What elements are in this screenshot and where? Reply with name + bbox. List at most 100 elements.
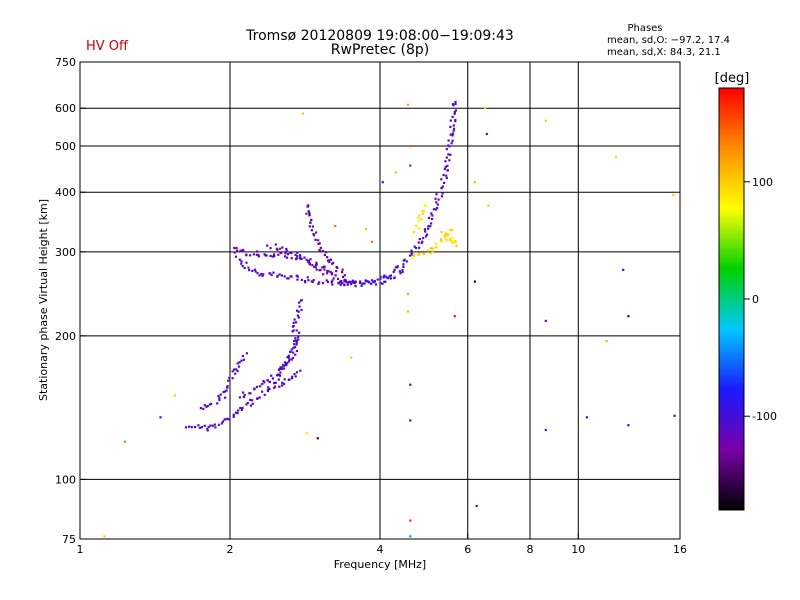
phases-o-stats: mean, sd,O: −97.2, 17.4 <box>607 35 730 46</box>
data-point <box>334 274 337 277</box>
data-point <box>295 274 298 277</box>
data-point <box>308 225 311 228</box>
data-point <box>354 280 357 283</box>
data-point <box>276 248 279 251</box>
data-point <box>544 319 547 322</box>
chart-subtitle: RwPretec (8p) <box>331 42 429 58</box>
data-point <box>298 301 301 304</box>
data-point <box>253 268 256 271</box>
data-point <box>307 210 310 213</box>
data-point <box>281 381 284 384</box>
data-point <box>278 368 281 371</box>
data-point <box>305 212 308 215</box>
data-point <box>442 173 445 177</box>
data-point <box>323 265 326 268</box>
data-point <box>184 426 188 429</box>
data-point <box>300 308 303 312</box>
data-point <box>298 331 301 334</box>
data-point <box>321 249 325 252</box>
data-point <box>286 253 289 256</box>
data-point <box>310 280 313 283</box>
data-point <box>283 255 287 258</box>
data-point <box>211 424 214 427</box>
data-point <box>444 237 447 240</box>
data-point <box>444 165 447 168</box>
data-point <box>440 178 443 181</box>
phase-colorbar: [deg] -100 0 100 <box>715 71 777 511</box>
data-point <box>271 255 274 258</box>
data-point <box>445 232 448 235</box>
data-point <box>326 269 329 273</box>
data-point <box>284 362 287 365</box>
data-point <box>290 358 293 361</box>
data-point <box>257 253 260 257</box>
data-point <box>103 535 106 538</box>
data-point <box>280 367 283 370</box>
data-point <box>288 378 291 381</box>
data-point <box>436 203 439 206</box>
data-point <box>447 139 450 142</box>
data-point <box>388 275 391 278</box>
colorbar-gradient <box>718 87 745 511</box>
data-point <box>314 238 317 241</box>
data-point <box>449 133 452 136</box>
data-point <box>412 254 416 257</box>
data-point <box>238 361 241 364</box>
data-point <box>429 247 432 250</box>
data-point <box>339 283 342 286</box>
data-point <box>410 257 413 260</box>
data-point <box>396 265 399 268</box>
data-point <box>585 416 588 419</box>
data-point <box>331 279 334 282</box>
data-point <box>343 280 346 283</box>
data-point <box>299 254 302 257</box>
data-point <box>353 282 356 285</box>
data-point <box>298 305 301 308</box>
data-point <box>226 385 229 388</box>
data-point <box>424 230 427 233</box>
data-point <box>235 368 238 371</box>
colorbar-tick-label: 100 <box>752 176 773 189</box>
x-tick-label: 6 <box>464 543 471 556</box>
data-point <box>425 233 429 236</box>
data-point <box>422 252 426 255</box>
data-point <box>318 269 321 272</box>
data-point <box>225 389 228 392</box>
data-point <box>386 277 389 280</box>
data-point <box>280 274 283 277</box>
data-point <box>236 412 239 415</box>
y-tick-label: 600 <box>55 102 76 115</box>
data-point <box>475 504 478 508</box>
data-point <box>445 148 448 151</box>
data-point <box>321 281 325 285</box>
data-point <box>241 250 245 253</box>
data-point <box>256 250 259 253</box>
data-point <box>300 278 303 282</box>
data-point <box>318 242 321 245</box>
data-point <box>417 253 420 256</box>
data-point <box>295 349 298 353</box>
data-point <box>239 407 242 410</box>
data-point <box>297 310 300 313</box>
data-point <box>413 230 416 233</box>
data-point <box>290 348 293 351</box>
data-point <box>306 276 309 279</box>
data-point <box>341 271 344 274</box>
data-point <box>279 366 282 369</box>
data-point <box>358 281 362 284</box>
data-point <box>427 216 431 219</box>
x-axis-ticks: 1 2 4 6 8 10 16 <box>77 533 687 556</box>
data-point <box>449 153 452 156</box>
data-point <box>293 339 296 343</box>
data-point <box>401 270 404 274</box>
data-point <box>445 176 448 180</box>
data-point <box>297 335 300 339</box>
data-point <box>402 263 405 266</box>
data-point <box>233 368 236 371</box>
data-point <box>449 125 452 128</box>
data-point <box>193 426 197 429</box>
data-point <box>427 227 430 230</box>
data-point <box>232 415 235 418</box>
data-point <box>232 413 235 416</box>
data-point <box>240 359 243 362</box>
